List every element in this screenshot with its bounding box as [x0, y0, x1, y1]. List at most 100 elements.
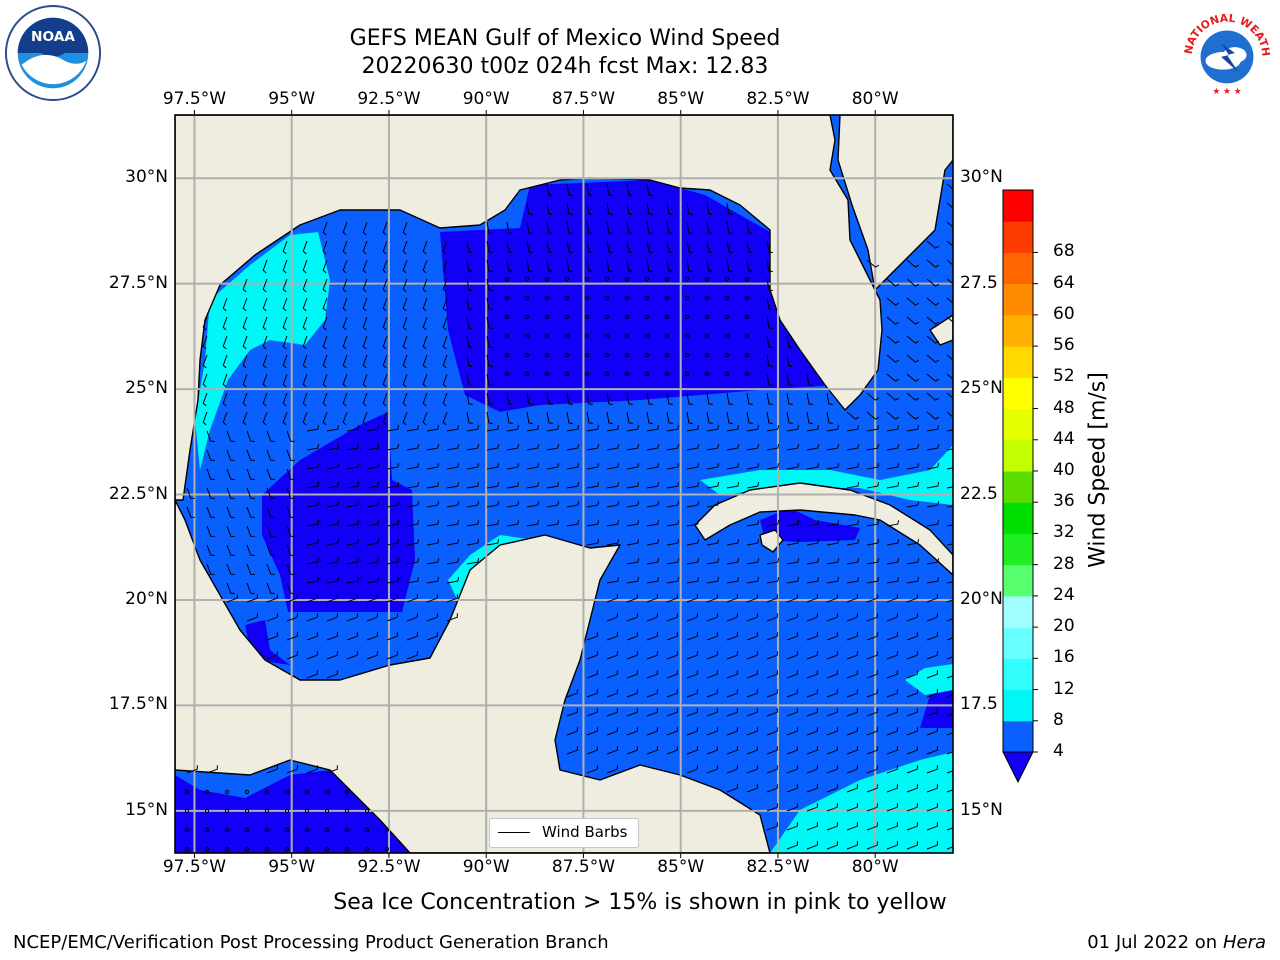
wind-barb: [302, 392, 308, 407]
wind-barb: [346, 463, 360, 470]
wind-barb: [302, 316, 308, 331]
wind-barb-calm: [564, 295, 570, 301]
wind-barb-calm: [604, 276, 610, 282]
wind-barb: [266, 544, 275, 556]
wind-barb: [626, 463, 640, 470]
wind-barb-calm: [204, 789, 210, 795]
wind-barb: [206, 563, 215, 575]
wind-barb: [566, 392, 573, 406]
wind-barb: [566, 463, 580, 470]
wind-barb: [526, 392, 533, 406]
wind-barb: [406, 613, 418, 622]
wind-barb: [302, 297, 308, 312]
wind-barb: [566, 240, 573, 254]
wind-barb-calm: [564, 371, 570, 377]
wind-barb: [286, 563, 295, 575]
wind-barb: [886, 354, 900, 363]
wind-barb: [946, 732, 953, 736]
wind-barb: [406, 482, 420, 489]
wind-barb: [386, 558, 400, 565]
wind-barb: [386, 613, 398, 622]
wind-barb: [906, 651, 918, 660]
wind-barb: [826, 727, 838, 736]
wind-barb: [826, 425, 840, 432]
wind-barb: [726, 577, 740, 584]
wind-barb: [526, 501, 540, 508]
wind-barb: [666, 221, 673, 235]
wind-barb: [606, 202, 613, 216]
wind-barb: [606, 411, 613, 425]
wind-barb: [466, 392, 473, 406]
wind-barb: [466, 373, 473, 387]
wind-barb: [786, 354, 793, 368]
wind-barb: [746, 689, 758, 698]
wind-barb: [626, 708, 638, 717]
wind-barb: [282, 335, 288, 350]
wind-barb-calm: [344, 808, 350, 814]
wind-barb: [342, 335, 348, 350]
wind-barb: [786, 425, 800, 432]
map-frame: [174, 114, 954, 854]
wind-barb: [186, 765, 198, 774]
wind-barb-calm: [644, 371, 650, 377]
wind-barb: [926, 746, 938, 755]
wind-barb: [626, 577, 640, 584]
wind-barb: [342, 316, 348, 331]
wind-barb: [366, 594, 378, 603]
wind-barb: [526, 202, 533, 216]
wind-barb: [446, 463, 460, 470]
wind-barb: [382, 335, 388, 350]
wind-barb: [906, 670, 918, 679]
wind-barb-calm: [684, 295, 690, 301]
colorbar-segment-17: [1003, 190, 1033, 222]
wind-barb: [242, 373, 248, 388]
wind-barb: [606, 577, 620, 584]
wind-barb: [946, 221, 953, 228]
wind-barb: [926, 558, 940, 565]
wind-barb: [626, 651, 638, 660]
wind-barb: [686, 765, 698, 774]
colorbar-segment-2: [1003, 658, 1033, 691]
wind-barb: [766, 708, 778, 717]
wind-barb: [726, 594, 738, 603]
wind-barb: [726, 558, 740, 565]
wind-barb: [226, 449, 235, 461]
wind-barb: [586, 501, 600, 508]
lon-tick-label-top: 90°W: [462, 89, 510, 109]
wind-barb: [362, 240, 368, 255]
wind-barb-calm: [584, 314, 590, 320]
wind-barb: [946, 713, 953, 717]
wind-barb: [426, 501, 440, 508]
wind-barb-calm: [724, 276, 730, 282]
wind-barb: [766, 373, 773, 387]
wind-barb: [422, 354, 428, 369]
lon-tick-label-top: 97.5°W: [162, 89, 227, 109]
wind-barb: [286, 613, 298, 622]
wind-barb: [262, 354, 268, 369]
wind-barb: [546, 183, 553, 197]
wind-barb: [426, 613, 438, 622]
wind-barb: [726, 202, 733, 216]
wind-barb: [206, 525, 215, 537]
wind-barb: [786, 577, 800, 584]
wind-barb: [202, 335, 208, 350]
wind-barb: [526, 444, 540, 451]
wind-barb: [206, 765, 218, 774]
wind-barb: [586, 708, 598, 717]
wind-barb: [446, 577, 460, 584]
wind-barb: [206, 468, 215, 480]
wind-barb: [726, 670, 738, 679]
wind-barb: [606, 651, 618, 660]
wind-barb: [666, 444, 680, 451]
wind-barb: [306, 501, 320, 508]
wind-barb: [946, 183, 953, 190]
wind-barb: [646, 727, 658, 736]
wind-barb: [766, 297, 773, 311]
wind-barb: [646, 577, 660, 584]
wind-barb-calm: [344, 789, 350, 795]
wind-barb: [566, 202, 573, 216]
wind-barb: [442, 278, 448, 293]
wind-barb: [726, 392, 733, 406]
wind-barb: [766, 278, 773, 292]
wind-barb: [442, 411, 448, 426]
